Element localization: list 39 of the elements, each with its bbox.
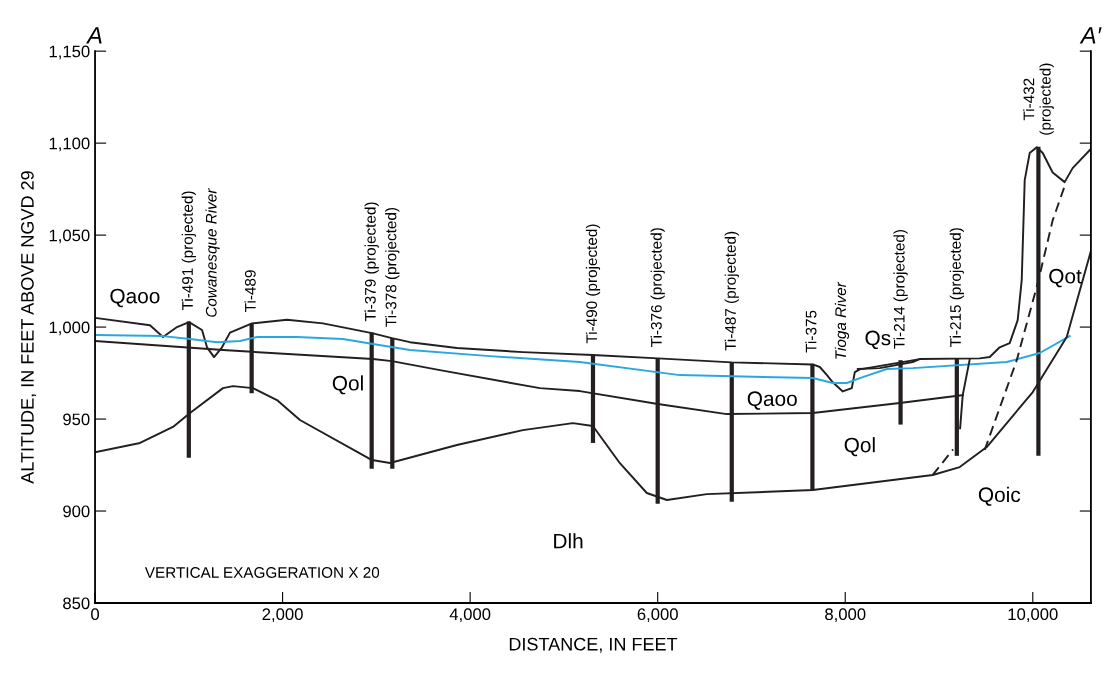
x-tick-label: 8,000: [825, 608, 866, 623]
x-tick-label: 4,000: [449, 608, 491, 623]
y-tick-label: 950: [63, 413, 90, 426]
y-axis-title: ALTITUDE, IN FEET ABOVE NGVD 29: [21, 171, 36, 484]
data-label: Ti-491 (projected): [181, 191, 196, 311]
annotation: Qoic: [978, 486, 1021, 506]
annotation: Qs: [865, 330, 891, 350]
annotation: Tioga River: [834, 281, 850, 359]
x-tick-label: 0: [91, 608, 100, 621]
data-label: Ti-214 (projected): [893, 230, 908, 349]
annotation: Qaoo: [110, 288, 160, 308]
x-tick-label: 10,000: [1008, 608, 1058, 623]
data-label: Ti-378 (projected): [385, 207, 400, 327]
y-tick-label: 1,150: [49, 45, 90, 60]
y-tick-label: 1,050: [49, 229, 90, 244]
y-tick-label: 850: [63, 597, 90, 610]
data-label: Ti-489: [244, 270, 256, 312]
annotation: Dlh: [554, 533, 583, 549]
annotation: Qaoo: [747, 391, 797, 410]
annotation: Cowanesque River: [205, 188, 220, 317]
data-label: Ti-490 (projected): [585, 224, 601, 344]
data-label: Ti-379 (projected): [364, 202, 379, 322]
x-axis-title: DISTANCE, IN FEET: [509, 637, 678, 653]
y-tick-label: 900: [63, 505, 90, 518]
annotation: VERTICAL EXAGGERATION X 20: [144, 567, 380, 578]
data-label: Ti-432 (projected): [1023, 63, 1054, 135]
data-label: Ti-375: [805, 310, 817, 353]
annotation: Qol: [332, 375, 363, 395]
annotation: Qot: [1049, 268, 1082, 288]
data-label: Ti-376 (projected): [650, 228, 665, 347]
text: A: [86, 27, 102, 44]
data-label: Ti-487 (projected): [724, 231, 739, 351]
x-tick-label: 6,000: [637, 608, 678, 623]
text: A′: [1079, 27, 1102, 44]
y-tick-label: 1,100: [49, 137, 90, 152]
data-label: Ti-215 (projected): [949, 228, 964, 347]
x-tick-label: 2,000: [262, 608, 303, 623]
y-tick-label: 1,000: [49, 321, 90, 336]
annotation: Qol: [844, 437, 875, 457]
